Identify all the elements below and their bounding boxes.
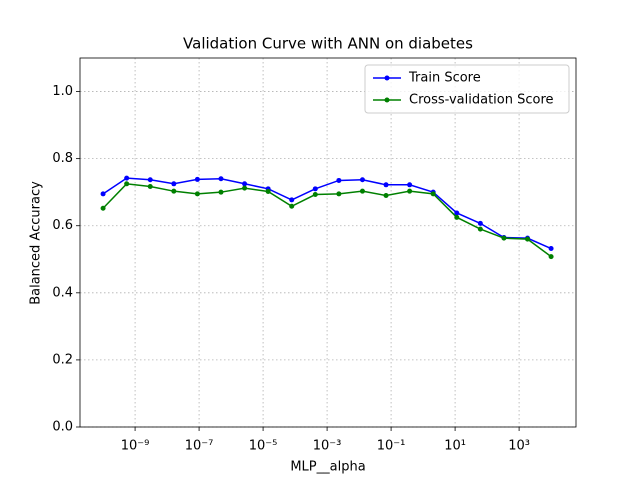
point bbox=[289, 203, 295, 209]
point bbox=[124, 181, 130, 187]
y-tick-label: 0.0 bbox=[52, 420, 73, 435]
y-tick-label: 1.0 bbox=[52, 84, 73, 99]
point bbox=[289, 197, 295, 203]
point bbox=[383, 193, 389, 199]
point bbox=[548, 246, 554, 252]
point bbox=[147, 183, 153, 189]
legend-box bbox=[364, 64, 570, 114]
point bbox=[124, 175, 130, 181]
x-tick-label: 10¹ bbox=[444, 439, 466, 454]
point bbox=[312, 186, 318, 192]
x-tick-label: 10⁻⁹ bbox=[121, 439, 150, 454]
point bbox=[100, 191, 106, 197]
point bbox=[501, 235, 507, 241]
point bbox=[194, 191, 200, 197]
point bbox=[477, 226, 483, 232]
point bbox=[171, 181, 177, 187]
y-tick-label: 0.8 bbox=[52, 151, 73, 166]
chart-title: Validation Curve with ANN on diabetes bbox=[183, 35, 473, 53]
x-tick-label: 10³ bbox=[508, 439, 530, 454]
point bbox=[407, 188, 413, 194]
x-tick-label: 10⁻³ bbox=[313, 439, 342, 454]
point bbox=[359, 177, 365, 183]
point bbox=[265, 189, 271, 195]
point bbox=[548, 254, 554, 260]
point bbox=[242, 181, 248, 187]
legend-label: Cross-validation Score bbox=[409, 93, 554, 108]
series-line bbox=[102, 177, 552, 250]
point bbox=[477, 220, 483, 226]
point bbox=[383, 182, 389, 188]
x-tick-label: 10⁻¹ bbox=[377, 439, 406, 454]
series-line bbox=[102, 183, 552, 258]
y-tick-label: 0.4 bbox=[52, 285, 73, 300]
point bbox=[454, 210, 460, 216]
y-axis-label: Balanced Accuracy bbox=[29, 181, 44, 305]
point bbox=[336, 177, 342, 183]
x-tick-label: 10⁻⁷ bbox=[185, 439, 214, 454]
legend-marker bbox=[384, 97, 390, 103]
point bbox=[218, 176, 224, 182]
point bbox=[407, 182, 413, 188]
point bbox=[454, 214, 460, 220]
point bbox=[336, 191, 342, 197]
y-tick-label: 0.6 bbox=[52, 218, 73, 233]
legend-marker bbox=[384, 75, 390, 81]
y-tick-label: 0.2 bbox=[52, 352, 73, 367]
plot-frame bbox=[79, 57, 577, 428]
point bbox=[430, 191, 436, 197]
x-tick-label: 10⁻⁵ bbox=[249, 439, 278, 454]
legend-label: Train Score bbox=[408, 71, 481, 86]
point bbox=[147, 177, 153, 183]
point bbox=[312, 192, 318, 198]
point bbox=[242, 185, 248, 191]
point bbox=[100, 205, 106, 211]
point bbox=[359, 188, 365, 194]
point bbox=[194, 176, 200, 182]
x-axis-label: MLP__alpha bbox=[290, 460, 365, 475]
point bbox=[218, 189, 224, 195]
point bbox=[525, 236, 531, 242]
point bbox=[171, 188, 177, 194]
